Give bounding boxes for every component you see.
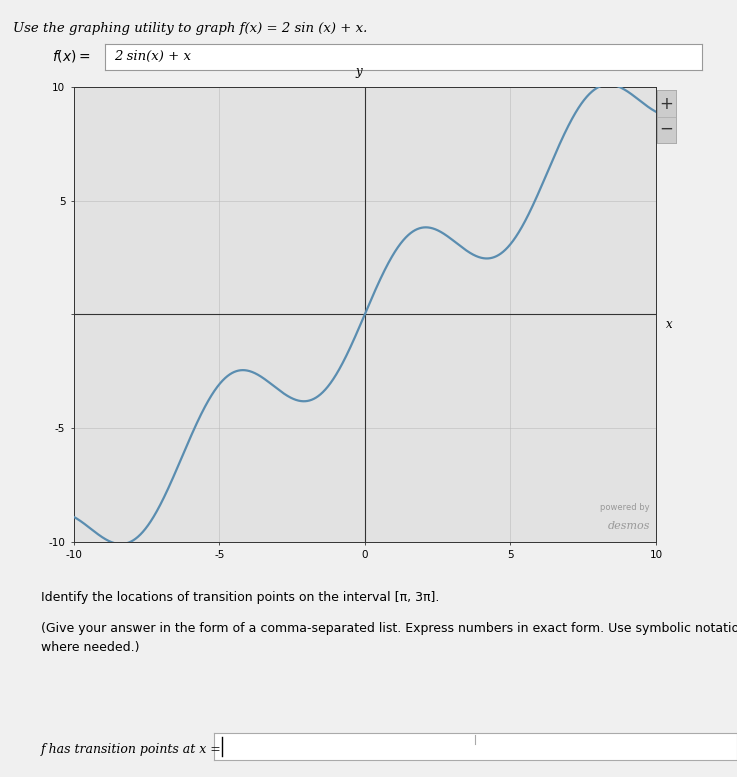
Text: Identify the locations of transition points on the interval [π, 3π].: Identify the locations of transition poi… [41,591,439,604]
Text: f has transition points at x =: f has transition points at x = [41,744,226,756]
Text: Use the graphing utility to graph f(x) = 2 sin (x) + x.: Use the graphing utility to graph f(x) =… [13,22,368,35]
Text: where needed.): where needed.) [41,641,139,654]
Text: (Give your answer in the form of a comma-separated list. Express numbers in exac: (Give your answer in the form of a comma… [41,622,737,635]
Text: x: x [666,318,673,331]
Text: 2 sin(x) + x: 2 sin(x) + x [114,51,192,63]
Text: y: y [356,65,363,78]
Text: desmos: desmos [607,521,650,531]
Text: +: + [660,96,674,113]
Text: powered by: powered by [601,503,650,512]
Text: −: − [660,120,674,138]
Text: $f(x) =$: $f(x) =$ [52,48,91,64]
